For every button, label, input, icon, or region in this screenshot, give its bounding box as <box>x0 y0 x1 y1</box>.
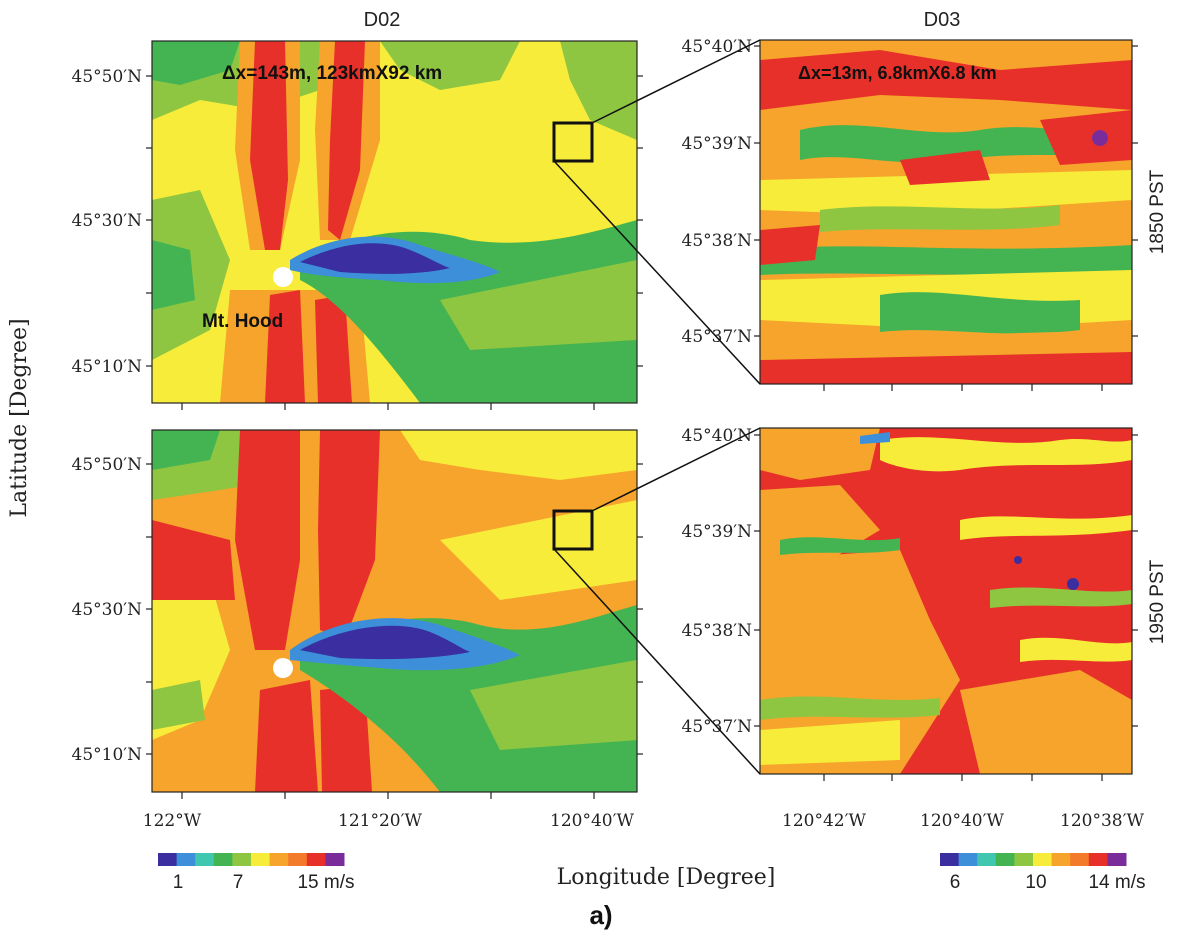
colorbar-label: 10 <box>1025 872 1046 893</box>
colorbar-swatch <box>1070 853 1090 866</box>
colorbar-swatch <box>325 853 345 866</box>
d03-top-y-ticks: 45°40′N 45°39′N 45°38′N 45°37′N <box>682 37 753 347</box>
d02-x-ticks: 122°W 121°20′W 120°40′W <box>143 811 635 831</box>
colorbar-swatch <box>1051 853 1071 866</box>
zoom-connector-lines <box>553 39 761 775</box>
d02-top-y-ticks: 45°50′N 45°30′N 45°10′N <box>72 67 143 377</box>
d02-top-panel <box>152 41 637 403</box>
colorbar-swatch <box>1107 853 1127 866</box>
x-axis-label: Longitude [Degree] <box>557 865 776 890</box>
figure-label: a) <box>589 900 612 930</box>
colorbar-label: 6 <box>950 872 961 893</box>
d03-bottom-frame <box>759 427 1133 775</box>
colorbar-swatch <box>176 853 196 866</box>
d03-bottom-y-ticks: 45°40′N 45°39′N 45°38′N 45°37′N <box>682 426 753 737</box>
d03-top-frame <box>759 39 1133 385</box>
colorbar-swatch <box>269 853 289 866</box>
y-axis-label: Latitude [Degree] <box>7 318 32 517</box>
d02-annotation: Δx=143m, 123kmX92 km <box>222 63 442 84</box>
y-tick-label: 45°39′N <box>682 522 753 542</box>
column-title-d03: D03 <box>924 9 961 31</box>
mt-hood-label: Mt. Hood <box>202 311 283 332</box>
x-tick-label: 121°20′W <box>338 811 422 831</box>
d02-top-frame <box>151 40 638 404</box>
y-tick-label: 45°38′N <box>682 621 753 641</box>
y-tick-label: 45°30′N <box>72 600 143 620</box>
colorbar-swatch <box>306 853 326 866</box>
colorbar-label: 1 <box>173 872 184 893</box>
colorbar-swatch <box>213 853 233 866</box>
d03-top-tick-marks <box>754 45 1138 391</box>
colorbar-swatch <box>232 853 252 866</box>
d03-bottom-tick-marks <box>754 434 1138 781</box>
colorbar-left-labels: 1 7 15 m/s <box>173 872 355 893</box>
time-label-bottom: 1950 PST <box>1147 559 1168 644</box>
x-tick-label: 120°42′W <box>782 811 866 831</box>
colorbar-swatch <box>940 853 960 866</box>
y-tick-label: 45°40′N <box>682 37 753 57</box>
d03-top-panel <box>760 40 1132 384</box>
colorbar-swatch <box>977 853 997 866</box>
d02-bottom-frame <box>151 429 638 793</box>
y-tick-label: 45°38′N <box>682 231 753 251</box>
y-tick-label: 45°50′N <box>72 455 143 475</box>
colorbar-swatch <box>1033 853 1053 866</box>
y-tick-label: 45°40′N <box>682 426 753 446</box>
x-tick-label: 120°38′W <box>1060 811 1144 831</box>
colorbar-swatch <box>1014 853 1034 866</box>
d02-bottom-panel <box>152 430 637 792</box>
colorbar-swatch <box>251 853 271 866</box>
d02-bottom-tick-marks <box>146 463 643 799</box>
x-tick-label: 120°40′W <box>920 811 1004 831</box>
colorbar-label: 7 <box>233 872 244 893</box>
d02-top-tick-marks <box>146 75 643 410</box>
time-label-top: 1850 PST <box>1147 169 1168 254</box>
y-tick-label: 45°50′N <box>72 67 143 87</box>
colorbar-swatch <box>995 853 1015 866</box>
colorbar-swatch <box>288 853 308 866</box>
y-tick-label: 45°10′N <box>72 745 143 765</box>
colorbar-swatch <box>958 853 978 866</box>
y-tick-label: 45°30′N <box>72 211 143 231</box>
y-tick-label: 45°10′N <box>72 357 143 377</box>
d02-bottom-y-ticks: 45°50′N 45°30′N 45°10′N <box>72 455 143 765</box>
colorbar-left <box>158 853 345 866</box>
colorbar-swatch <box>195 853 215 866</box>
y-tick-label: 45°39′N <box>682 134 753 154</box>
colorbar-right-labels: 6 10 14 m/s <box>950 872 1146 893</box>
d03-bottom-panel <box>760 428 1132 774</box>
d03-x-ticks: 120°42′W 120°40′W 120°38′W <box>782 811 1144 831</box>
d03-annotation: Δx=13m, 6.8kmX6.8 km <box>798 63 997 83</box>
colorbar-swatch <box>158 853 178 866</box>
colorbar-swatch <box>1088 853 1108 866</box>
x-tick-label: 120°40′W <box>550 811 634 831</box>
colorbar-label: 15 m/s <box>297 872 354 893</box>
colorbar-right <box>940 853 1127 866</box>
x-tick-label: 122°W <box>143 811 202 831</box>
colorbar-label: 14 m/s <box>1088 872 1145 893</box>
column-title-d02: D02 <box>364 9 401 31</box>
